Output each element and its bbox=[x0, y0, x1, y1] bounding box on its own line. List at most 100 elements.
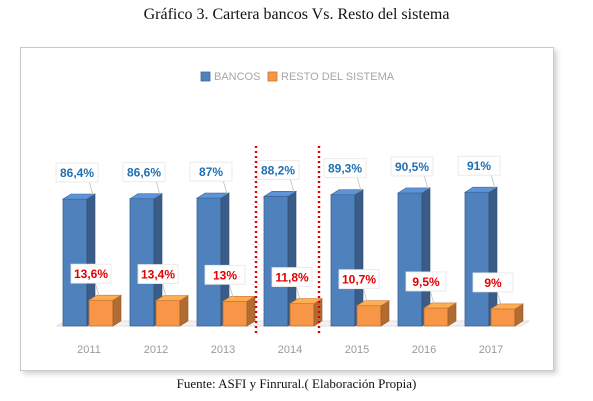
data-label-bancos-2014-text: 88,2% bbox=[261, 163, 295, 177]
data-label-bancos-2011-box bbox=[55, 162, 99, 183]
bar-resto-2017-top bbox=[489, 303, 525, 310]
data-label-bancos-2011: 86,4% bbox=[55, 162, 99, 183]
data-label-bancos-2016-text: 90,5% bbox=[395, 160, 429, 174]
bar-resto-2015 bbox=[355, 300, 391, 327]
bar-bancos-2012 bbox=[128, 193, 164, 327]
bar-bancos-2013-front bbox=[196, 197, 222, 327]
bar-bancos-2017-top bbox=[463, 186, 499, 193]
data-label-bancos-2017: 91% bbox=[457, 155, 501, 176]
legend: BANCOS RESTO DEL SISTEMA bbox=[200, 71, 395, 83]
data-label-resto-2014: 11,8% bbox=[271, 267, 313, 287]
bar-bancos-2017 bbox=[463, 186, 499, 327]
leader-bancos-2012 bbox=[155, 180, 161, 195]
data-label-resto-2013: 13% bbox=[204, 264, 246, 285]
leader-bancos-2014 bbox=[289, 178, 295, 193]
bar-resto-2016 bbox=[422, 302, 458, 327]
chart-title: Gráfico 3. Cartera bancos Vs. Resto del … bbox=[143, 6, 450, 23]
legend-swatch-bancos bbox=[200, 71, 211, 82]
bar-bancos-2017-front bbox=[464, 191, 490, 327]
data-label-resto-2016-box bbox=[405, 271, 447, 292]
bar-resto-2012-front bbox=[155, 300, 181, 327]
source-note: Fuente: ASFI y Finrural.( Elaboración Pr… bbox=[176, 376, 417, 391]
leader-resto-2017 bbox=[496, 290, 502, 306]
bar-resto-2017-front bbox=[490, 308, 516, 327]
data-label-resto-2015-text: 10,7% bbox=[342, 273, 376, 287]
bar-resto-2011-front bbox=[88, 299, 114, 327]
bar-bancos-2013-top bbox=[195, 192, 231, 199]
bar-bancos-2014-top bbox=[262, 191, 298, 197]
leader-resto-2013 bbox=[228, 283, 234, 298]
bar-bancos-2014 bbox=[262, 190, 298, 327]
data-label-bancos-2013: 87% bbox=[189, 161, 233, 182]
leader-resto-2012 bbox=[161, 282, 167, 297]
bar-resto-2014-top bbox=[288, 298, 324, 304]
data-label-resto-2017-text: 9% bbox=[484, 276, 502, 290]
bar-bancos-2011 bbox=[61, 193, 97, 327]
bar-resto-2017 bbox=[489, 303, 525, 327]
data-label-resto-2015: 10,7% bbox=[338, 269, 380, 290]
data-label-bancos-2016: 90,5% bbox=[390, 156, 434, 177]
bar-bancos-2015-top bbox=[329, 189, 365, 196]
data-label-bancos-2015-box bbox=[323, 158, 367, 179]
data-label-resto-2017: 9% bbox=[472, 272, 514, 293]
x-tick-2017: 2017 bbox=[479, 344, 503, 356]
x-tick-2013: 2013 bbox=[211, 344, 235, 356]
data-label-bancos-2017-box bbox=[457, 155, 501, 176]
bar-resto-2015-top bbox=[355, 300, 391, 306]
bar-bancos-2015 bbox=[329, 189, 365, 327]
bar-resto-2011-top bbox=[87, 294, 123, 301]
x-tick-2011: 2011 bbox=[77, 344, 101, 356]
data-label-resto-2011-box bbox=[70, 263, 112, 284]
data-label-bancos-2012: 86,6% bbox=[122, 162, 166, 183]
data-label-bancos-2014-box bbox=[256, 159, 300, 180]
data-label-bancos-2011-text: 86,4% bbox=[60, 166, 94, 180]
data-label-bancos-2015: 89,3% bbox=[323, 158, 367, 179]
bar-bancos-2011-top bbox=[61, 193, 97, 200]
data-label-resto-2016: 9,5% bbox=[405, 271, 447, 292]
leader-resto-2014 bbox=[295, 285, 301, 300]
data-label-resto-2016-text: 9,5% bbox=[412, 275, 440, 289]
data-label-resto-2012-text: 13,4% bbox=[141, 268, 175, 282]
data-label-bancos-2017-text: 91% bbox=[467, 159, 491, 173]
bar-bancos-2015-front bbox=[330, 194, 356, 327]
data-label-resto-2012: 13,4% bbox=[137, 264, 179, 284]
leader-resto-2011 bbox=[94, 282, 100, 297]
data-label-resto-2011-text: 13,6% bbox=[74, 267, 108, 281]
bar-bancos-2011-front bbox=[62, 198, 88, 327]
leader-bancos-2015 bbox=[356, 176, 362, 191]
data-label-resto-2012-box bbox=[137, 264, 179, 284]
leader-bancos-2011 bbox=[88, 180, 94, 196]
bar-bancos-2017-side bbox=[488, 186, 498, 327]
bar-bancos-2012-front bbox=[129, 198, 155, 327]
bar-resto-2012-top bbox=[154, 295, 190, 301]
bar-bancos-2016 bbox=[396, 187, 432, 327]
data-label-resto-2017-box bbox=[472, 272, 514, 293]
bar-bancos-2012-top bbox=[128, 193, 164, 199]
leader-bancos-2016 bbox=[423, 174, 429, 190]
data-label-resto-2013-box bbox=[204, 264, 246, 285]
bar-resto-2015-front bbox=[356, 305, 382, 327]
data-label-resto-2013-text: 13% bbox=[213, 268, 237, 282]
data-label-bancos-2013-text: 87% bbox=[199, 165, 223, 179]
bar-resto-2014 bbox=[288, 298, 324, 327]
x-tick-2014: 2014 bbox=[278, 344, 302, 356]
legend-label-bancos: BANCOS bbox=[214, 71, 260, 83]
chart-area: BANCOS RESTO DEL SISTEMA 86,4% 13,6% 2011 8… bbox=[20, 47, 554, 371]
bar-bancos-2014-front bbox=[263, 195, 289, 327]
leader-bancos-2017 bbox=[490, 174, 496, 189]
bar-resto-2013 bbox=[221, 295, 257, 327]
leader-bancos-2013 bbox=[222, 180, 228, 195]
leader-resto-2016 bbox=[429, 289, 435, 305]
bar-bancos-2016-top bbox=[396, 187, 432, 194]
legend-label-resto: RESTO DEL SISTEMA bbox=[281, 71, 395, 83]
data-label-resto-2011: 13,6% bbox=[70, 263, 112, 284]
data-label-bancos-2012-text: 86,6% bbox=[127, 166, 161, 180]
bar-resto-2016-top bbox=[422, 302, 458, 309]
data-label-resto-2015-box bbox=[338, 269, 380, 290]
data-label-bancos-2013-box bbox=[189, 161, 233, 182]
bar-resto-2013-front bbox=[222, 300, 248, 327]
legend-swatch-resto bbox=[267, 71, 278, 82]
data-label-bancos-2012-box bbox=[122, 162, 166, 183]
x-tick-2016: 2016 bbox=[412, 344, 436, 356]
bar-resto-2016-front bbox=[423, 307, 449, 327]
